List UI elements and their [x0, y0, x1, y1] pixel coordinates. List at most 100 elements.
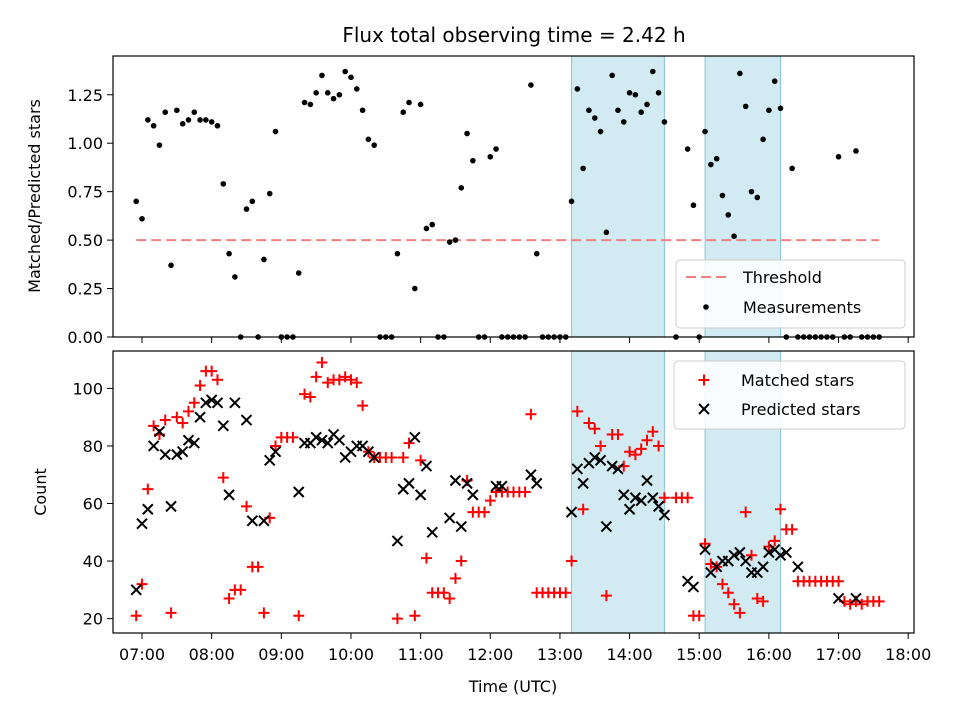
matched-star-point	[629, 449, 641, 461]
measurement-point	[336, 91, 343, 98]
measurement-point	[214, 122, 221, 129]
measurement-point	[423, 225, 430, 232]
matched-star-point	[571, 405, 583, 417]
measurement-point	[353, 86, 360, 92]
measurement-point	[359, 107, 366, 114]
matched-star-point	[856, 598, 868, 610]
bottom-x-tick-label: 15:00	[676, 645, 722, 664]
matched-star-point	[873, 595, 885, 607]
measurement-point	[365, 136, 372, 143]
predicted-star-point	[652, 500, 665, 513]
predicted-star-point	[763, 546, 775, 559]
matched-star-point	[478, 506, 490, 518]
bottom-y-tick-label: 40	[83, 552, 103, 571]
measurement-point	[174, 107, 180, 114]
top-legend: Threshold Measurements	[675, 259, 906, 329]
matched-star-point	[589, 423, 601, 435]
axis-labels: Matched/Predicted stars Count Time (UTC)	[25, 99, 557, 696]
matched-star-point	[130, 610, 142, 622]
measurement-point	[168, 262, 174, 269]
predicted-star-point	[159, 448, 171, 461]
measurement-point	[609, 72, 615, 79]
matched-star-point	[217, 472, 229, 484]
measurement-point	[197, 117, 203, 123]
predicted-star-point	[171, 448, 183, 461]
predicted-star-point	[391, 535, 404, 547]
matched-star-point	[722, 587, 734, 599]
measurement-point	[760, 136, 766, 143]
matched-star-point	[420, 552, 432, 564]
measurement-point	[191, 109, 198, 115]
bottom-y-axis-label: Count	[31, 468, 50, 516]
bottom-y-tick-label: 20	[83, 610, 103, 629]
bottom-y-tick-label: 100	[72, 379, 103, 398]
predicted-star-point	[774, 549, 787, 562]
measurement-point	[203, 117, 209, 123]
measurement-point	[713, 155, 720, 162]
matched-star-point	[833, 575, 845, 587]
measurement-point	[771, 78, 778, 84]
bottom-x-tick-label: 10:00	[328, 645, 374, 664]
matched-star-point	[560, 587, 572, 599]
predicted-star-point	[467, 489, 479, 501]
predicted-star-point	[525, 469, 537, 481]
bottom-x-tick-label: 09:00	[258, 645, 304, 664]
predicted-star-point	[205, 394, 218, 406]
measurement-point	[737, 70, 743, 77]
matched-star-point	[136, 578, 148, 590]
predicted-star-point	[194, 411, 206, 423]
matched-star-point	[194, 380, 206, 392]
measurement-point	[650, 68, 656, 75]
measurement-point	[307, 101, 314, 108]
predicted-star-point	[577, 477, 589, 490]
matched-star-point	[438, 587, 450, 599]
measurement-point	[348, 74, 354, 81]
matched-star-point	[600, 590, 612, 602]
matched-star-point	[287, 431, 299, 443]
measurement-point	[458, 184, 465, 191]
matched-star-point	[751, 592, 763, 604]
measurement-point	[342, 68, 348, 75]
predicted-star-point	[461, 477, 473, 490]
legend-predicted-swatch	[698, 403, 710, 415]
measurement-point	[620, 119, 627, 125]
matched-star-point	[188, 397, 200, 409]
measurement-point	[319, 72, 325, 79]
measurement-point	[301, 99, 308, 106]
matched-star-point	[159, 414, 171, 426]
measurement-point	[406, 99, 412, 106]
matched-star-point	[682, 492, 694, 504]
predicted-star-point	[641, 474, 653, 487]
matched-star-point	[241, 500, 252, 512]
predicted-star-point	[455, 520, 467, 533]
measurement-point	[313, 90, 319, 96]
matched-star-point	[635, 443, 647, 455]
measurement-point	[261, 256, 267, 263]
matched-star-point	[322, 377, 334, 389]
predicted-star-point	[182, 434, 195, 446]
predicted-star-point	[850, 592, 862, 605]
bottom-x-tick-label: 07:00	[119, 645, 165, 664]
predicted-star-point	[496, 480, 508, 492]
matched-star-point	[693, 610, 705, 622]
predicted-star-point	[136, 517, 148, 530]
bottom-x-tick-label: 16:00	[746, 645, 792, 664]
predicted-star-point	[293, 486, 305, 498]
predicted-star-point	[147, 440, 160, 452]
predicted-star-point	[188, 437, 200, 449]
predicted-star-point	[409, 431, 421, 444]
predicted-star-point	[531, 477, 543, 490]
legend-matched-label: Matched stars	[741, 371, 854, 390]
predicted-star-point	[333, 434, 346, 446]
measurement-point	[789, 165, 795, 172]
top-y-tick-label: 0.75	[67, 183, 103, 202]
predicted-star-point	[612, 463, 624, 475]
measurement-point	[742, 103, 749, 110]
matched-star-point	[757, 595, 769, 607]
measurement-point	[150, 122, 157, 129]
matched-star-point	[769, 535, 781, 547]
matched-star-point	[223, 592, 235, 604]
predicted-star-point	[403, 477, 415, 490]
predicted-star-point	[165, 500, 177, 513]
